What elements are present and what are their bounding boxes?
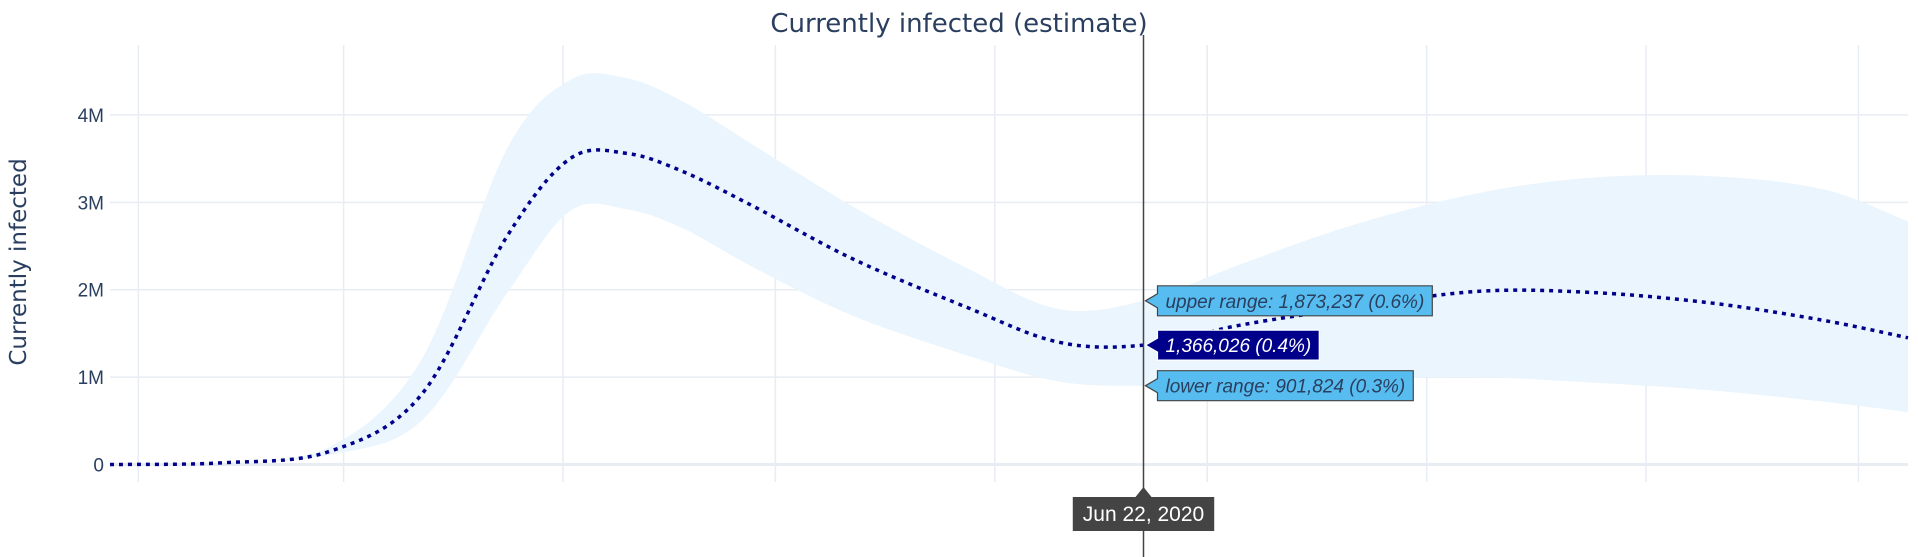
y-axis-title: Currently infected <box>6 158 32 365</box>
y-tick-label: 4M <box>78 106 104 127</box>
chart-title: Currently infected (estimate) <box>770 9 1147 39</box>
hover-upper-text: upper range: 1,873,237 (0.6%) <box>1165 292 1424 313</box>
y-tick-label: 0 <box>93 456 104 477</box>
y-tick-label: 2M <box>78 281 104 302</box>
hover-date-text: Jun 22, 2020 <box>1083 503 1204 526</box>
estimate-line <box>109 148 1909 467</box>
hover-date-label: Jun 22, 2020 <box>1072 487 1215 531</box>
hover-lower-range: lower range: 901,824 (0.3%) <box>1144 370 1414 402</box>
y-tick-label: 1M <box>78 368 104 389</box>
hover-estimate-text: 1,366,026 (0.4%) <box>1165 336 1311 357</box>
hover-upper-range: upper range: 1,873,237 (0.6%) <box>1144 285 1433 317</box>
hover-estimate: 1,366,026 (0.4%) <box>1144 329 1320 361</box>
hover-lower-text: lower range: 901,824 (0.3%) <box>1165 377 1405 398</box>
confidence-band <box>110 73 1908 465</box>
y-tick-label: 3M <box>78 193 104 214</box>
y-tick-labels: 0 1M 2M 3M 4M <box>78 106 104 477</box>
